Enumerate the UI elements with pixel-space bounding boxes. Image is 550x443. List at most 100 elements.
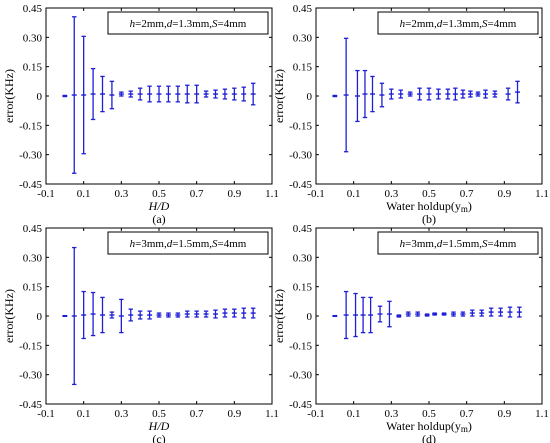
error-bar: [460, 311, 466, 317]
error-bar: [194, 310, 200, 318]
legend-text: h=3mm,d=1.5mm,S=4mm: [130, 238, 247, 250]
error-bar: [515, 80, 521, 104]
y-tick-label: -0.45: [19, 399, 42, 411]
error-bar: [156, 85, 162, 103]
legend-text-part: h: [130, 238, 136, 250]
error-bar: [231, 308, 237, 318]
subfigure-label: (b): [422, 212, 436, 226]
y-tick-label: -0.30: [19, 150, 42, 162]
error-bar: [441, 312, 447, 316]
x-tick-label: 0.3: [384, 408, 398, 420]
x-tick-label: 1.1: [265, 188, 279, 200]
x-tick-label: 0.9: [227, 188, 241, 200]
error-bar: [71, 246, 77, 386]
error-bar: [175, 312, 181, 318]
error-bar: [398, 89, 404, 99]
error-bar: [368, 296, 374, 334]
legend-text: h=2mm,d=1.3mm,S=4mm: [130, 18, 247, 30]
x-tick-label: 0.3: [114, 188, 128, 200]
error-bar: [475, 91, 481, 97]
y-tick-label: 0.45: [293, 3, 313, 15]
error-bar: [424, 313, 430, 317]
error-bar: [516, 306, 522, 318]
x-tick-label: -0.1: [37, 188, 54, 200]
error-bar: [118, 91, 124, 97]
x-tick-label: 0.1: [347, 188, 361, 200]
y-tick-label: -0.45: [19, 179, 42, 191]
error-bar: [184, 84, 190, 104]
legend-text-part: h: [400, 238, 406, 250]
error-bar: [452, 87, 458, 101]
legend-text-part: =4mm: [218, 238, 247, 250]
error-bar: [250, 82, 256, 106]
error-bar: [483, 89, 488, 99]
error-bar: [203, 310, 209, 318]
error-bar: [147, 85, 153, 103]
error-bar: [71, 16, 77, 174]
x-tick-label: -0.1: [307, 408, 324, 420]
y-tick-label: 0: [37, 311, 43, 323]
error-bar: [362, 69, 368, 119]
x-tick-label: -0.1: [307, 188, 324, 200]
y-tick-label: 0.15: [293, 282, 313, 294]
error-bar: [118, 298, 124, 334]
error-bar: [81, 290, 87, 340]
legend-text-part: =2mm,: [405, 18, 437, 30]
error-bar: [250, 307, 256, 319]
error-bar: [405, 311, 411, 317]
x-tick-label: 0.1: [347, 408, 361, 420]
y-tick-label: 0.30: [23, 252, 43, 264]
legend-box: [377, 11, 539, 35]
error-bar: [370, 75, 375, 113]
legend-text-part: =3mm,: [135, 238, 167, 250]
subfigure-label: (d): [422, 432, 436, 443]
error-bar: [435, 88, 441, 100]
x-tick-label: 0.7: [190, 188, 204, 200]
legend-text-part: =2mm,: [135, 18, 167, 30]
error-bar: [165, 85, 171, 103]
legend-text-part: d: [167, 18, 173, 30]
x-tick-label: 0.3: [114, 408, 128, 420]
error-bar: [467, 90, 473, 98]
error-bar: [469, 309, 475, 317]
error-bar: [62, 94, 68, 98]
error-bar: [460, 89, 466, 99]
error-bar: [222, 88, 228, 100]
error-bar: [90, 67, 96, 121]
y-tick-label: -0.15: [289, 340, 312, 352]
error-bar: [109, 80, 115, 110]
legend-text-part: =4mm: [218, 18, 247, 30]
x-tick-label: 1.1: [535, 408, 549, 420]
x-tick-label: 0.5: [152, 408, 166, 420]
error-bar: [479, 309, 485, 317]
subfigure-label: (c): [152, 432, 165, 443]
y-axis-label: error(KHz): [272, 289, 286, 343]
legend-text-part: =4mm: [488, 238, 517, 250]
y-axis-label: error(KHz): [2, 69, 16, 123]
error-bar: [128, 90, 134, 98]
error-bar: [175, 85, 181, 103]
x-tick-label: 0.5: [152, 188, 166, 200]
legend-text-part: =4mm: [488, 18, 517, 30]
error-bar: [213, 309, 218, 319]
error-bar: [241, 307, 247, 319]
error-bar: [81, 35, 87, 155]
error-bar: [241, 86, 247, 102]
error-bar: [62, 314, 68, 318]
y-tick-label: 0.45: [23, 3, 43, 15]
legend-text-part: =1.5mm,: [442, 238, 482, 250]
legend-text: h=3mm,d=1.5mm,S=4mm: [400, 238, 517, 250]
y-tick-label: -0.30: [289, 370, 312, 382]
error-bar: [507, 306, 513, 318]
legend-box: [107, 231, 269, 255]
x-tick-label: 0.5: [422, 408, 436, 420]
legend-text-part: d: [437, 238, 443, 250]
x-axis-label-sub: m: [461, 204, 468, 214]
legend-text-part: d: [167, 238, 173, 250]
error-bar: [417, 87, 423, 101]
error-bar: [353, 292, 359, 338]
x-tick-label: 0.1: [77, 408, 91, 420]
y-tick-label: -0.15: [289, 120, 312, 132]
error-bar: [386, 300, 392, 328]
y-tick-label: -0.45: [289, 399, 312, 411]
